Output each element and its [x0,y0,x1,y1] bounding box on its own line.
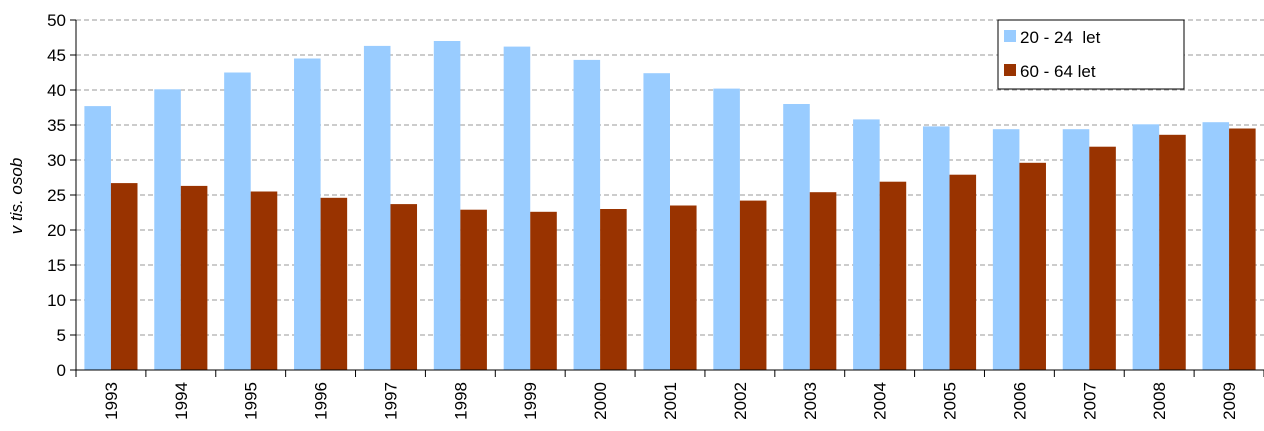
x-tick-label: 2008 [1150,382,1169,420]
x-tick-label: 2006 [1010,382,1029,420]
x-tick-label: 1997 [381,382,400,420]
bar-60-64-1996 [320,197,348,370]
x-tick-label: 1995 [242,382,261,420]
x-tick-label: 2005 [941,382,960,420]
x-tick-labels: 1993 1994 1995 1996 1997 1998 1999 2000 2001 2002… [75,370,1264,420]
y-tick-label: 45 [47,46,66,65]
y-tick-label: 50 [47,11,66,30]
legend-label-60-64: 60 - 64 let [1020,62,1096,81]
y-tick-label: 0 [57,361,66,380]
bar-20-24-2008 [1132,124,1160,370]
bar-20-24-2007 [1062,129,1090,370]
legend: 20 - 24 let 60 - 64 let [997,19,1185,90]
y-tick-label: 35 [47,116,66,135]
y-tick-label: 30 [47,151,66,170]
bar-20-24-2004 [853,119,880,371]
bar-60-64-2007 [1089,146,1116,370]
bar-20-24-2006 [992,129,1020,370]
bar-20-24-1995 [224,72,251,370]
legend-swatch-60-64 [1004,64,1016,76]
bar-20-24-1997 [363,45,391,371]
x-tick-label: 2003 [801,382,820,420]
bar-20-24-2003 [783,104,810,370]
bar-20-24-2005 [922,126,950,371]
x-tick-label: 2004 [871,382,890,420]
bar-60-64-2002 [739,200,767,370]
bar-60-64-1998 [460,209,487,370]
bar-60-64-1993 [110,183,138,370]
bar-20-24-1999 [503,46,531,370]
bar-60-64-2005 [949,174,977,370]
bar-60-64-2009 [1229,128,1256,370]
x-tick-label: 1993 [102,382,121,420]
y-tick-label: 40 [47,81,66,100]
bar-60-64-2003 [809,192,837,370]
legend-box [997,19,1185,90]
x-tick-label: 2001 [661,382,680,420]
bar-20-24-2000 [573,59,601,371]
x-tick-label: 1996 [312,382,331,420]
bar-60-64-1995 [250,191,278,370]
x-tick-label: 1999 [521,382,540,420]
bar-60-64-1997 [390,204,418,370]
y-tick-label: 20 [47,221,66,240]
x-tick-label: 2009 [1220,382,1239,420]
x-tick-label: 2002 [731,382,750,420]
y-tick-label: 25 [47,186,66,205]
bar-20-24-1994 [154,89,181,371]
bar-20-24-1993 [84,106,111,370]
bar-60-64-1999 [530,211,557,370]
bars [84,41,1256,371]
y-tick-labels: 0 5 10 15 20 25 30 35 40 45 50 [47,11,76,380]
x-tick-label: 1998 [451,382,470,420]
x-tick-label: 1994 [172,382,191,420]
bar-20-24-2002 [713,88,740,370]
bar-60-64-2004 [879,181,907,370]
bar-60-64-2001 [670,205,697,370]
bar-20-24-2001 [643,73,670,370]
y-tick-label: 15 [47,256,66,275]
y-axis-title: v tis. osob [7,158,26,235]
legend-label-20-24: 20 - 24 let [1020,28,1101,47]
x-tick-label: 2000 [591,382,610,420]
y-tick-label: 5 [57,326,66,345]
bar-60-64-2000 [600,209,627,370]
bar-60-64-1994 [180,185,208,370]
x-tick-label: 2007 [1080,382,1099,420]
bar-20-24-1998 [433,41,461,370]
bar-20-24-2009 [1202,122,1230,370]
y-tick-label: 10 [47,291,66,310]
bar-60-64-2008 [1159,134,1186,370]
bar-20-24-1996 [294,58,321,370]
legend-swatch-20-24 [1004,30,1016,42]
bar-60-64-2006 [1019,162,1046,370]
